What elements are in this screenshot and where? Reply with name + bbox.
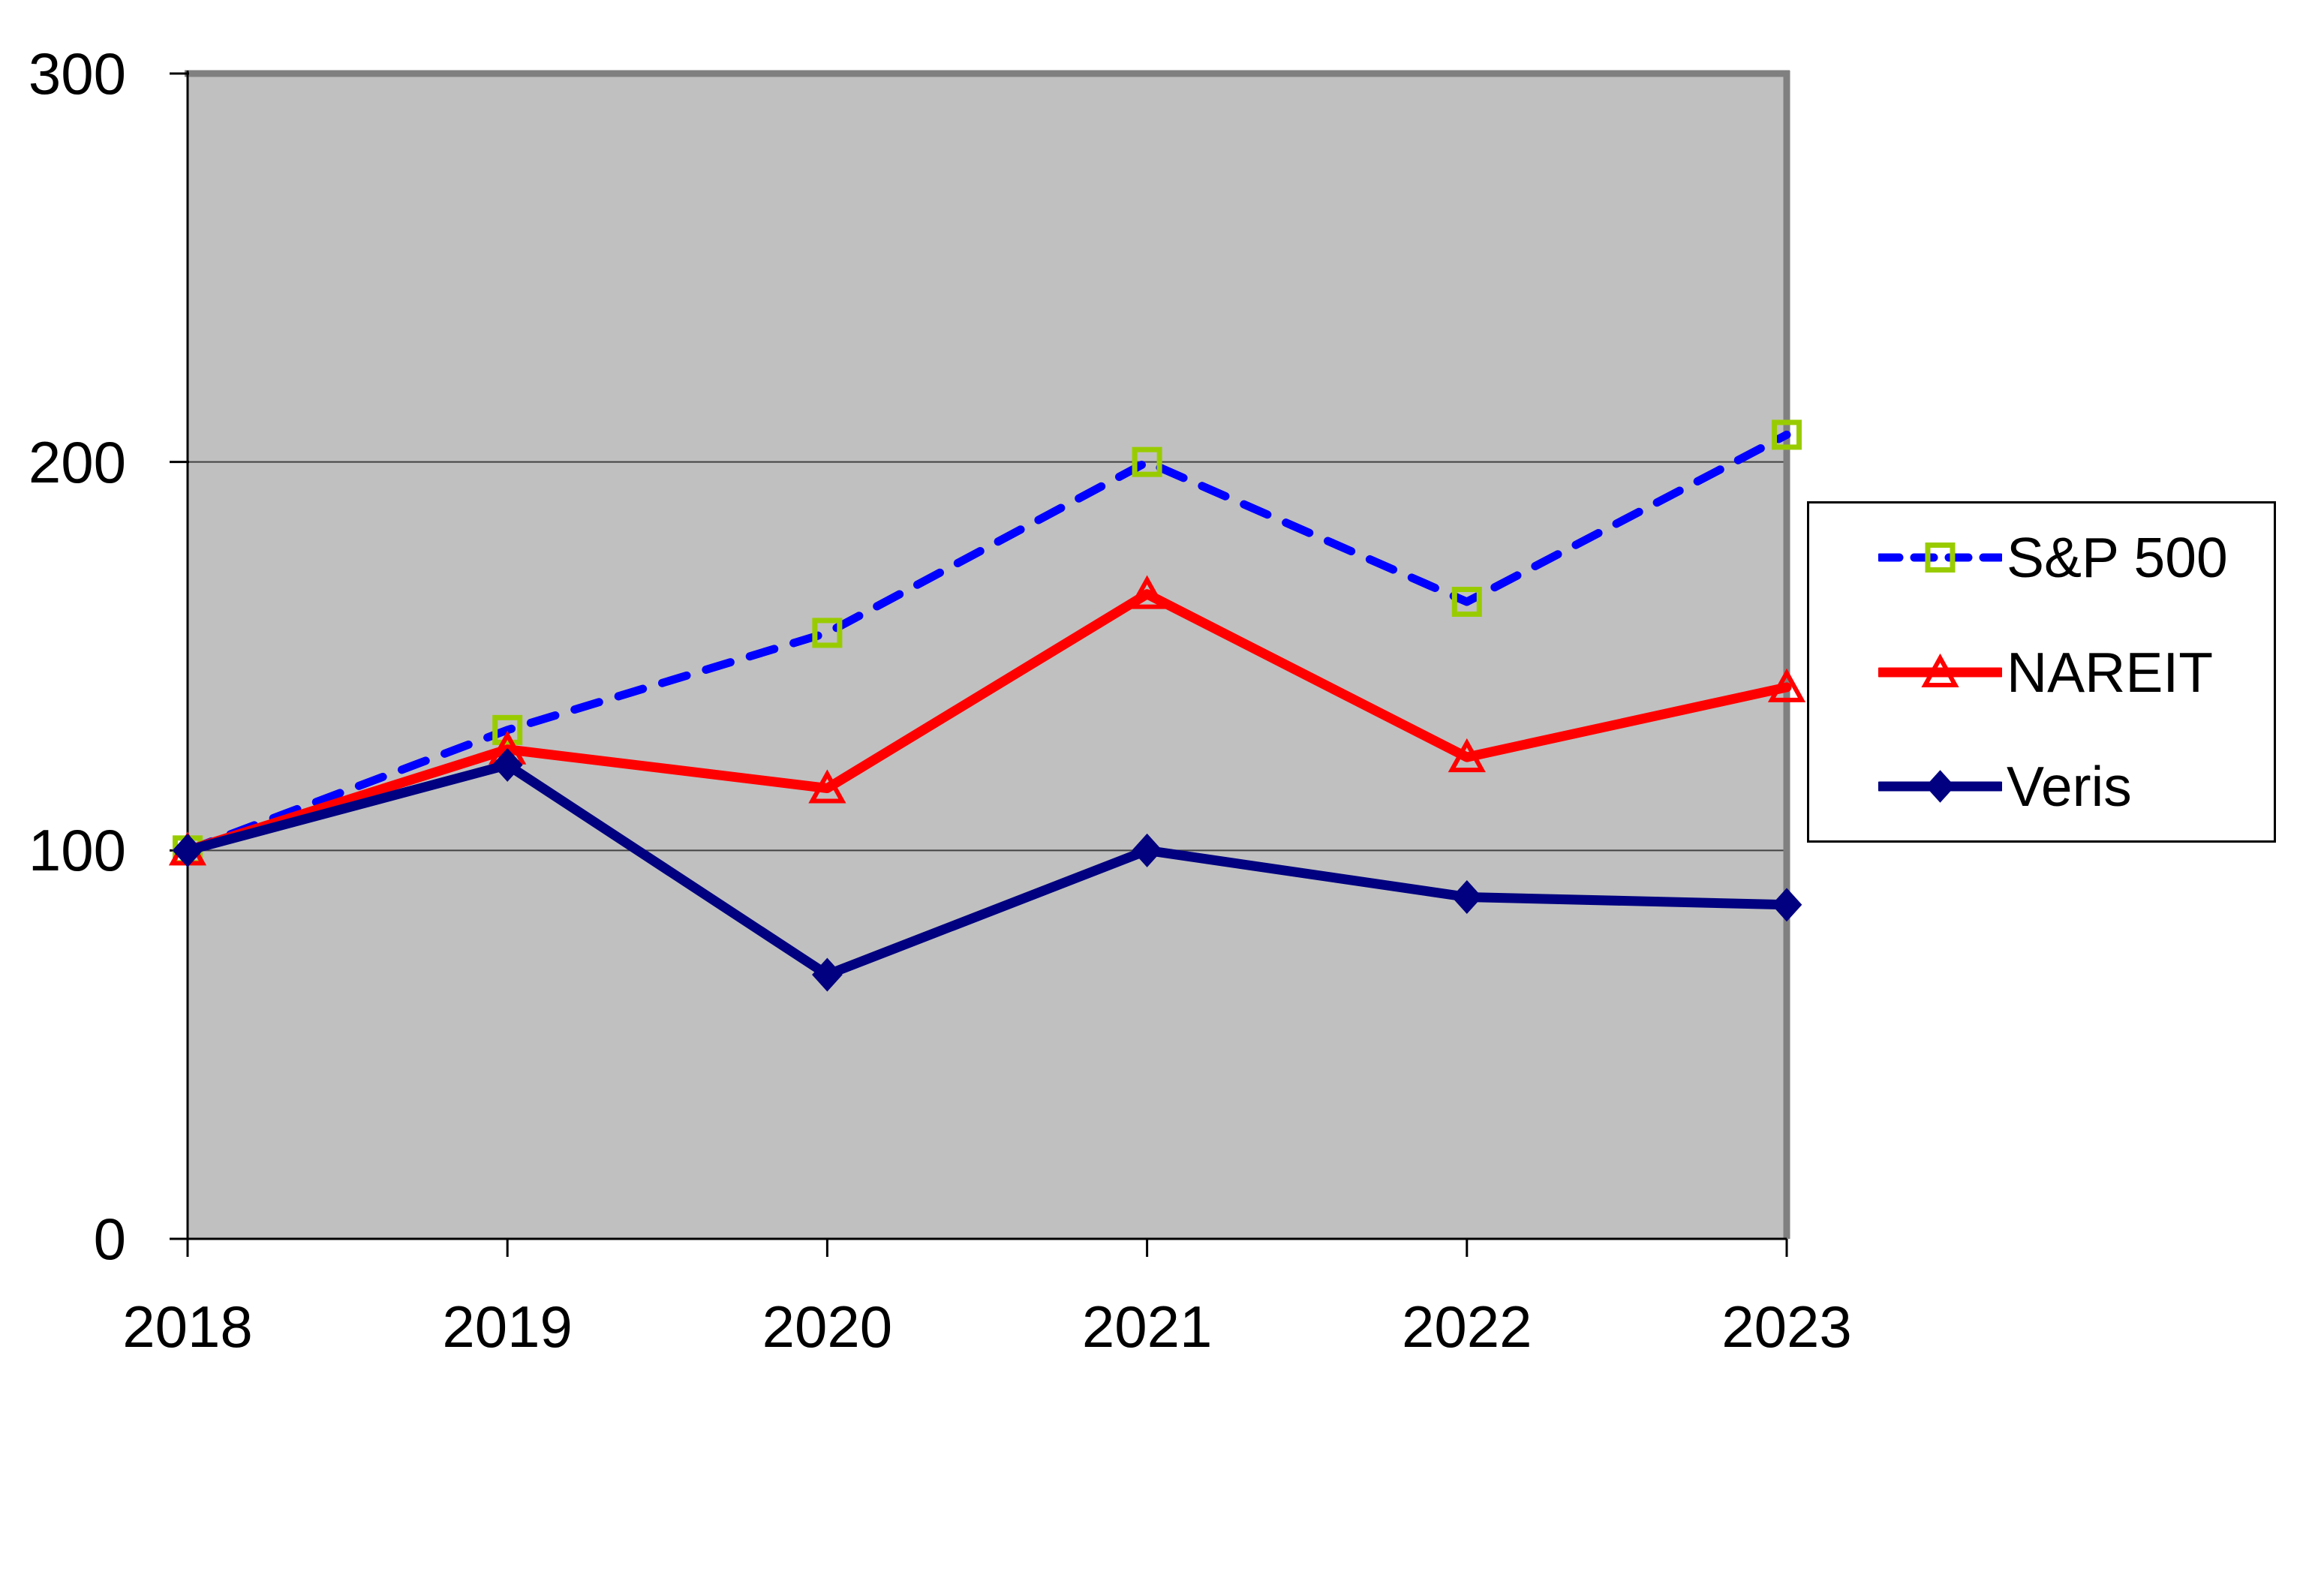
s-p-500-square-marker-icon	[1772, 419, 1802, 450]
veris-diamond-marker-icon	[812, 957, 843, 992]
y-axis-label-0: 0	[93, 1206, 126, 1272]
x-axis-label-2021: 2021	[1081, 1294, 1213, 1360]
series-line-veris	[182, 759, 1792, 980]
y-axis-label-300: 300	[28, 41, 126, 107]
legend-item-s-p-500: S&P 500	[1878, 524, 2274, 591]
x-axis-label-2020: 2020	[762, 1294, 893, 1360]
nareit-triangle-marker-icon	[1448, 738, 1486, 773]
s-p-500-square-marker-icon	[1451, 587, 1482, 618]
veris-diamond-marker-icon	[1771, 888, 1802, 922]
legend-item-veris: Veris	[1878, 753, 2274, 819]
plot-background	[188, 74, 1787, 1239]
veris-diamond-marker-icon	[172, 833, 203, 867]
s-p-500-square-marker-icon	[812, 618, 843, 648]
legend-sample-s-p-500	[1878, 543, 2002, 573]
legend-sample-nareit	[1878, 653, 2002, 687]
legend: S&P 500 NAREIT Veris	[1807, 501, 2276, 843]
veris-diamond-marker-icon	[1132, 833, 1162, 867]
series-line-nareit	[182, 589, 1792, 855]
x-axis-label-2019: 2019	[442, 1294, 573, 1360]
s-p-500-square-marker-icon	[1925, 543, 1956, 573]
series-line-s-p-500	[183, 430, 1791, 855]
nareit-triangle-marker-icon	[1921, 653, 1959, 687]
x-axis-label-2022: 2022	[1402, 1294, 1532, 1360]
nareit-triangle-marker-icon	[808, 769, 846, 804]
legend-label-s-p-500: S&P 500	[2007, 526, 2228, 589]
veris-diamond-marker-icon	[492, 747, 523, 782]
s-p-500-square-marker-icon	[492, 714, 523, 745]
x-axis-label-2018: 2018	[122, 1294, 253, 1360]
x-axis-label-2023: 2023	[1721, 1294, 1852, 1360]
nareit-triangle-marker-icon	[1767, 668, 1806, 702]
legend-item-nareit: NAREIT	[1878, 639, 2274, 705]
nareit-triangle-marker-icon	[1128, 575, 1166, 609]
legend-label-nareit: NAREIT	[2007, 640, 2214, 704]
y-axis-label-200: 200	[28, 428, 126, 495]
veris-diamond-marker-icon	[1451, 879, 1483, 914]
legend-label-veris: Veris	[2007, 755, 2132, 818]
legend-sample-veris	[1878, 770, 2002, 803]
y-axis-label-100: 100	[28, 817, 126, 884]
veris-diamond-marker-icon	[1925, 770, 1956, 803]
s-p-500-square-marker-icon	[1132, 446, 1162, 477]
